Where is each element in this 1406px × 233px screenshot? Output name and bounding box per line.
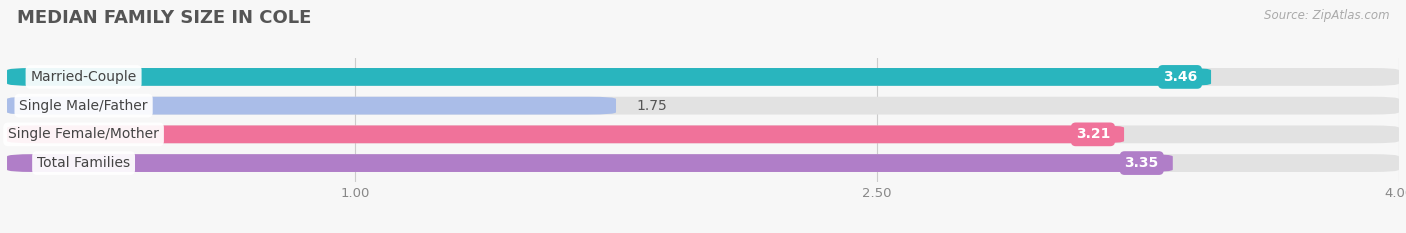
Text: Total Families: Total Families (37, 156, 131, 170)
Text: Source: ZipAtlas.com: Source: ZipAtlas.com (1264, 9, 1389, 22)
FancyBboxPatch shape (7, 68, 1211, 86)
FancyBboxPatch shape (7, 68, 1399, 86)
FancyBboxPatch shape (7, 97, 1399, 115)
FancyBboxPatch shape (7, 154, 1173, 172)
FancyBboxPatch shape (7, 97, 616, 115)
Text: 3.21: 3.21 (1076, 127, 1111, 141)
Text: Single Male/Father: Single Male/Father (20, 99, 148, 113)
FancyBboxPatch shape (7, 125, 1123, 143)
FancyBboxPatch shape (7, 125, 1399, 143)
Text: Married-Couple: Married-Couple (31, 70, 136, 84)
Text: Single Female/Mother: Single Female/Mother (8, 127, 159, 141)
Text: 3.46: 3.46 (1163, 70, 1197, 84)
FancyBboxPatch shape (7, 154, 1399, 172)
Text: 3.35: 3.35 (1125, 156, 1159, 170)
Text: 1.75: 1.75 (637, 99, 668, 113)
Text: MEDIAN FAMILY SIZE IN COLE: MEDIAN FAMILY SIZE IN COLE (17, 9, 311, 27)
